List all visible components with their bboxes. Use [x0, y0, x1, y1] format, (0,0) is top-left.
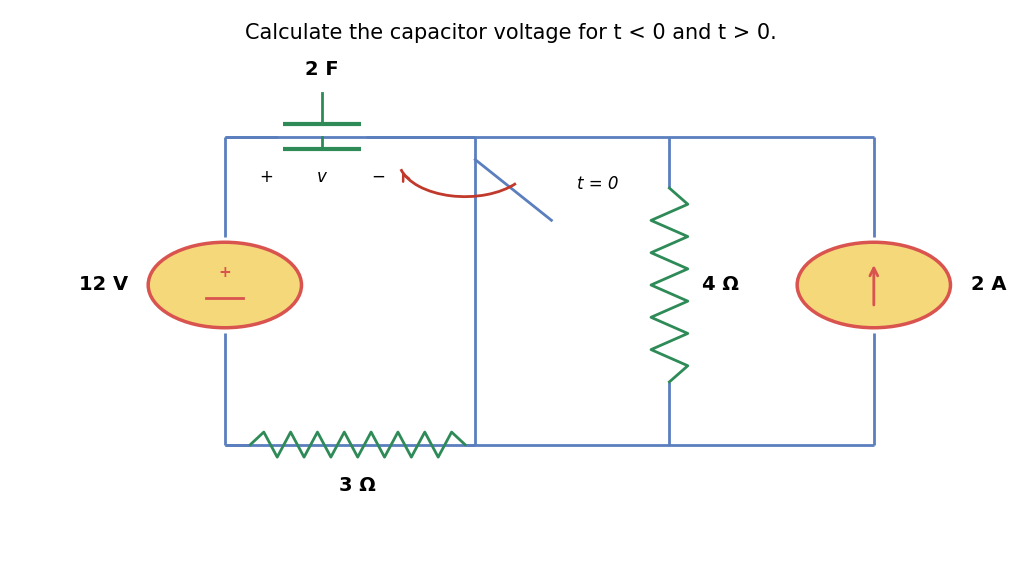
Circle shape: [148, 242, 301, 328]
Text: +: +: [259, 168, 273, 186]
Text: 4 Ω: 4 Ω: [702, 275, 739, 295]
Text: +: +: [219, 265, 231, 280]
Text: t = 0: t = 0: [577, 175, 618, 193]
Text: Calculate the capacitor voltage for t < 0 and t > 0.: Calculate the capacitor voltage for t < …: [245, 23, 777, 43]
Text: 2 A: 2 A: [971, 275, 1007, 295]
Text: 12 V: 12 V: [79, 275, 128, 295]
Text: −: −: [371, 168, 385, 186]
Text: v: v: [317, 168, 327, 186]
Circle shape: [797, 242, 950, 328]
Text: 2 F: 2 F: [306, 60, 338, 79]
Text: 3 Ω: 3 Ω: [339, 476, 376, 495]
